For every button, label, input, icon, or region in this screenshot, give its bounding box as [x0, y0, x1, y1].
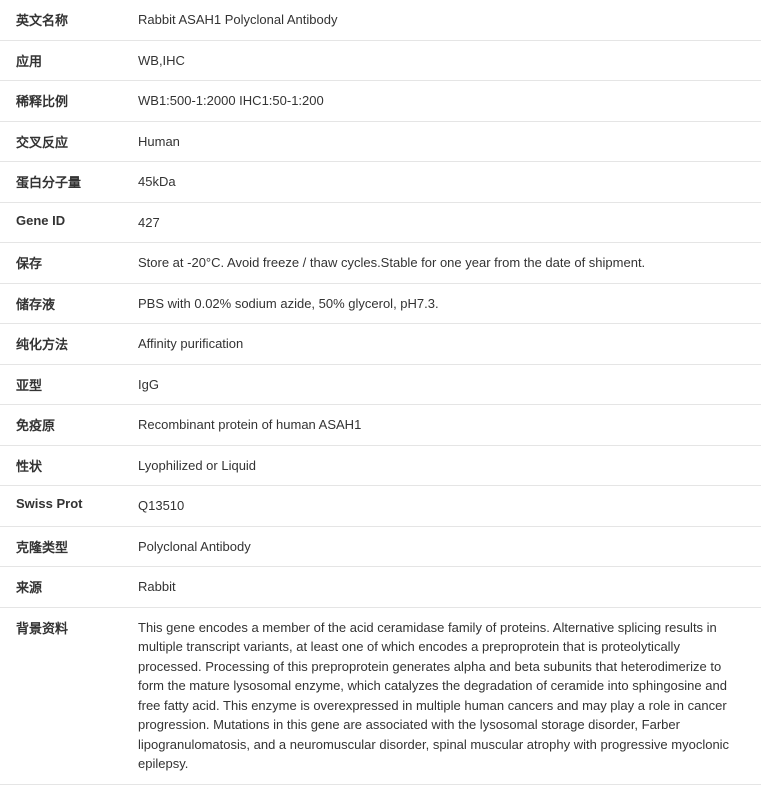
table-row: 稀释比例WB1:500-1:2000 IHC1:50-1:200: [0, 81, 761, 122]
spec-table-body: 英文名称Rabbit ASAH1 Polyclonal Antibody应用WB…: [0, 0, 761, 784]
spec-label: 来源: [0, 567, 130, 608]
spec-label: 稀释比例: [0, 81, 130, 122]
spec-label: Gene ID: [0, 202, 130, 243]
table-row: Swiss ProtQ13510: [0, 486, 761, 527]
spec-value: WB1:500-1:2000 IHC1:50-1:200: [130, 81, 761, 122]
spec-value: 45kDa: [130, 162, 761, 203]
table-row: 纯化方法Affinity purification: [0, 324, 761, 365]
spec-value: Store at -20°C. Avoid freeze / thaw cycl…: [130, 243, 761, 284]
table-row: 交叉反应Human: [0, 121, 761, 162]
spec-table: 英文名称Rabbit ASAH1 Polyclonal Antibody应用WB…: [0, 0, 761, 785]
spec-value: Q13510: [130, 486, 761, 527]
spec-value: IgG: [130, 364, 761, 405]
table-row: Gene ID427: [0, 202, 761, 243]
spec-value: This gene encodes a member of the acid c…: [130, 607, 761, 784]
table-row: 保存Store at -20°C. Avoid freeze / thaw cy…: [0, 243, 761, 284]
table-row: 蛋白分子量45kDa: [0, 162, 761, 203]
spec-label: 储存液: [0, 283, 130, 324]
spec-label: 性状: [0, 445, 130, 486]
spec-value: WB,IHC: [130, 40, 761, 81]
spec-value: Human: [130, 121, 761, 162]
table-row: 来源Rabbit: [0, 567, 761, 608]
spec-label: 蛋白分子量: [0, 162, 130, 203]
spec-value: PBS with 0.02% sodium azide, 50% glycero…: [130, 283, 761, 324]
table-row: 背景资料This gene encodes a member of the ac…: [0, 607, 761, 784]
spec-label: 克隆类型: [0, 526, 130, 567]
spec-value: Lyophilized or Liquid: [130, 445, 761, 486]
spec-label: 纯化方法: [0, 324, 130, 365]
spec-value: Affinity purification: [130, 324, 761, 365]
table-row: 应用WB,IHC: [0, 40, 761, 81]
table-row: 英文名称Rabbit ASAH1 Polyclonal Antibody: [0, 0, 761, 40]
table-row: 亚型IgG: [0, 364, 761, 405]
spec-label: 保存: [0, 243, 130, 284]
table-row: 性状Lyophilized or Liquid: [0, 445, 761, 486]
spec-value: 427: [130, 202, 761, 243]
spec-value: Rabbit: [130, 567, 761, 608]
spec-label: 交叉反应: [0, 121, 130, 162]
spec-value: Recombinant protein of human ASAH1: [130, 405, 761, 446]
spec-label: 免疫原: [0, 405, 130, 446]
spec-label: 英文名称: [0, 0, 130, 40]
spec-label: 亚型: [0, 364, 130, 405]
spec-label: 应用: [0, 40, 130, 81]
spec-value: Polyclonal Antibody: [130, 526, 761, 567]
spec-label: Swiss Prot: [0, 486, 130, 527]
spec-label: 背景资料: [0, 607, 130, 784]
table-row: 储存液PBS with 0.02% sodium azide, 50% glyc…: [0, 283, 761, 324]
spec-value: Rabbit ASAH1 Polyclonal Antibody: [130, 0, 761, 40]
table-row: 克隆类型Polyclonal Antibody: [0, 526, 761, 567]
table-row: 免疫原Recombinant protein of human ASAH1: [0, 405, 761, 446]
